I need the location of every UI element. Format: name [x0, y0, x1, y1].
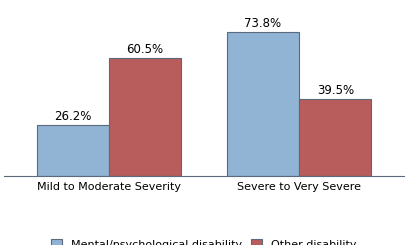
- Text: 39.5%: 39.5%: [317, 84, 354, 97]
- Bar: [227, 32, 299, 176]
- Legend: Mental/psychological disability, Other disability: Mental/psychological disability, Other d…: [51, 239, 357, 245]
- Bar: [37, 125, 109, 176]
- Bar: [109, 58, 181, 176]
- Text: 73.8%: 73.8%: [244, 17, 282, 30]
- Text: 26.2%: 26.2%: [54, 110, 91, 123]
- Text: 60.5%: 60.5%: [126, 43, 164, 56]
- Bar: [299, 99, 371, 176]
